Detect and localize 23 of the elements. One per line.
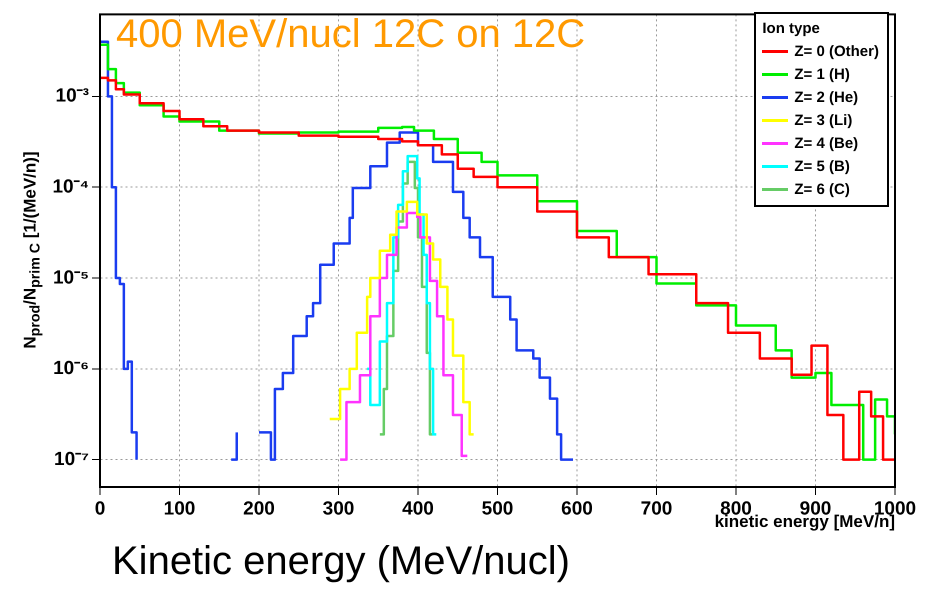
x-tick-label: 200	[243, 498, 275, 520]
y-tick-label: 10⁻⁷	[54, 448, 90, 470]
x-tick-label: 400	[402, 498, 434, 520]
legend-label: Z= 1 (H)	[794, 65, 850, 85]
legend-label: Z= 0 (Other)	[794, 42, 879, 62]
x-tick-label: 100	[164, 498, 196, 520]
x-tick-label: 600	[561, 498, 593, 520]
legend-label: Z= 5 (B)	[794, 157, 850, 177]
x-tick-label: 700	[640, 498, 672, 520]
legend-label: Z= 3 (Li)	[794, 111, 852, 131]
x-tick-label: 0	[94, 498, 106, 520]
y-tick-label: 10⁻⁵	[52, 267, 89, 288]
legend-title: Ion type	[762, 19, 821, 39]
y-tick-label: 10⁻⁴	[52, 176, 89, 198]
text: Kinetic energy (MeV/nucl)	[112, 538, 570, 584]
y-tick-label: 10⁻³	[56, 86, 89, 107]
chart-title: 400 MeV/nucl 12C on 12C	[116, 12, 586, 57]
y-tick-label: 10⁻⁶	[53, 358, 89, 380]
x-tick-label: 300	[322, 498, 354, 520]
legend-label: Z= 6 (C)	[794, 180, 850, 200]
legend-label: Z= 2 (He)	[794, 88, 858, 108]
x-tick-label: 500	[482, 498, 514, 520]
legend-label: Z= 4 (Be)	[794, 134, 858, 154]
